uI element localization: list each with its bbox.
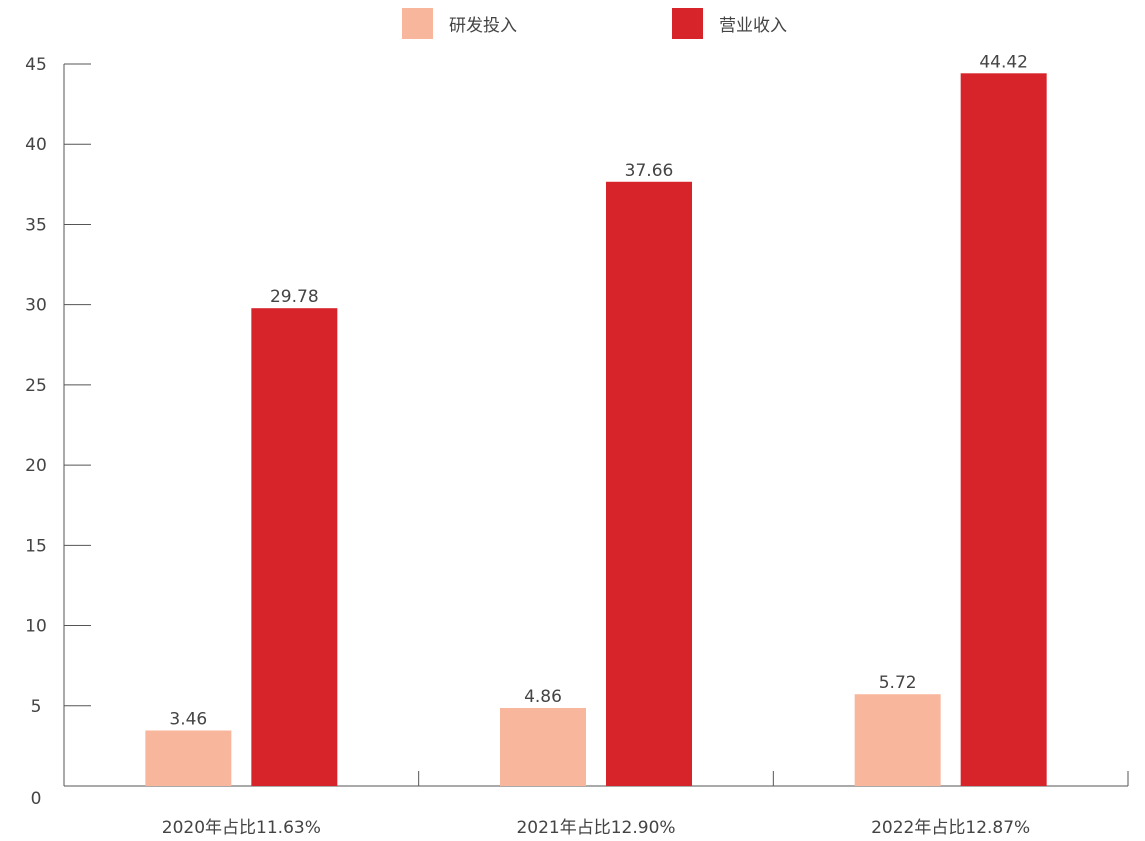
y-tick-label: 40 — [25, 135, 47, 155]
data-label: 37.66 — [625, 161, 674, 181]
legend-item-revenue: 营业收入 — [672, 7, 787, 39]
bar — [500, 708, 586, 786]
legend-item-rd: 研发投入 — [402, 7, 517, 39]
y-tick-label: 25 — [25, 376, 47, 396]
legend-label-revenue: 营业收入 — [719, 15, 787, 36]
data-label: 3.46 — [169, 709, 207, 729]
x-tick-label: 2022年占比12.87% — [871, 818, 1030, 838]
bar — [251, 308, 338, 786]
bar — [960, 73, 1047, 786]
bar — [145, 730, 232, 786]
bar — [606, 181, 692, 786]
legend-swatch-rd — [402, 7, 433, 39]
data-label: 44.42 — [979, 52, 1028, 72]
legend-label-rd: 研发投入 — [449, 15, 517, 36]
y-tick-label: 20 — [25, 456, 47, 476]
bar — [854, 694, 941, 786]
data-label: 5.72 — [879, 673, 917, 693]
data-label: 4.86 — [524, 687, 562, 707]
y-tick-label: 15 — [25, 536, 47, 556]
y-tick-label: 30 — [25, 296, 47, 316]
y-tick-label: 5 — [31, 697, 42, 717]
y-tick-label: 35 — [25, 215, 47, 235]
y-tick-label: 0 — [31, 789, 42, 809]
data-label: 29.78 — [270, 287, 319, 307]
y-tick-label: 10 — [25, 617, 47, 637]
x-tick-label: 2021年占比12.90% — [516, 818, 675, 838]
legend-swatch-revenue — [672, 7, 703, 39]
x-tick-label: 2020年占比11.63% — [162, 818, 321, 838]
y-tick-label: 45 — [25, 55, 47, 75]
